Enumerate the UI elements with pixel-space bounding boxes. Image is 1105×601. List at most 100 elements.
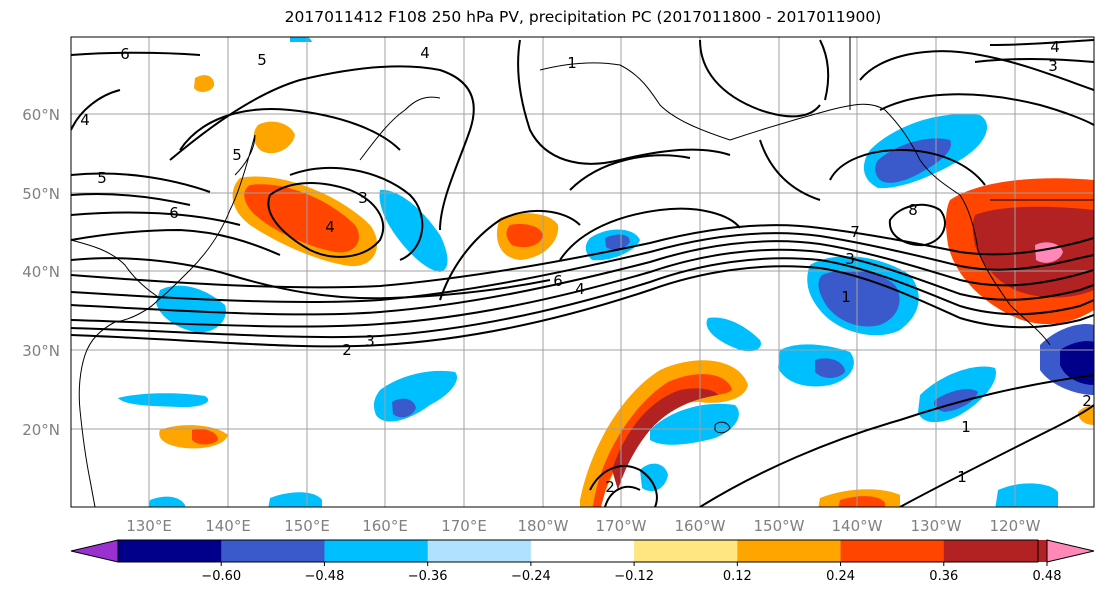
pv-label: 2 [1082,392,1092,410]
pv-contour [569,154,691,191]
pv-label: 1 [567,54,577,72]
pv-contour [71,228,281,256]
pv-label: 8 [908,201,918,219]
kamchatka-coastline [359,96,441,161]
pv-contour [71,211,241,226]
pv-label: 6 [553,272,563,290]
precip-anomaly-negative [379,189,448,272]
lon-label: 170°E [441,517,487,535]
pv-contour [589,465,658,507]
lon-label: 140°E [205,517,251,535]
pv-label: 6 [169,204,179,222]
colorbar-tick-label: 0.36 [929,569,958,584]
precip-anomaly-negative [815,358,845,378]
precip-anomaly-negative [650,403,739,445]
pv-contour [71,193,191,206]
lon-label: 120°W [990,517,1041,535]
lon-label: 150°W [754,517,805,535]
lon-label: 130°W [911,517,962,535]
pv-contour [829,148,986,186]
pv-contour [899,404,1094,507]
colorbar-tick-label: 0.24 [826,569,855,584]
colorbar-frame [117,539,1039,563]
pv-contour [71,240,1094,316]
precip-anomaly-negative [148,496,185,507]
pv-contour [819,39,830,101]
pv-contour [879,93,1094,126]
coastlines [71,37,1094,507]
pv-contour [699,39,821,118]
lon-label: 140°W [832,517,883,535]
pv-contour [517,39,731,165]
precip-anomaly-positive [506,224,543,248]
pv-contour [859,50,1094,91]
pv-label: 2 [605,478,615,496]
precip-anomaly-negative [1060,340,1094,385]
pv-label: 4 [575,280,585,298]
colorbar-segment [221,540,325,562]
pv-label: 1 [957,468,967,486]
lat-label: 50°N [22,185,60,203]
pv-label: 5 [257,51,267,69]
lat-label: 20°N [22,421,60,439]
colorbar-segment [840,540,945,562]
colorbar-segment [118,540,222,562]
pv-contour [559,207,741,261]
precip-anomaly-negative [995,483,1058,507]
colorbar-segment [324,540,429,562]
pv-label: 3 [1048,57,1058,75]
latitude-labels: 60°N 50°N 40°N 30°N 20°N [22,106,60,439]
precip-anomaly-positive [253,121,295,154]
pv-label: 5 [97,169,107,187]
colorbar: −0.60 −0.48 −0.36 −0.24 −0.12 0.12 0.24 0.36 0.4… [70,539,1095,584]
pv-label: 4 [1050,38,1060,56]
map-title: 2017011412 F108 250 hPa PV, precipitatio… [284,8,882,26]
pv-contour [974,58,1094,63]
pv-contour [71,248,1094,328]
precip-anomaly-positive [1078,405,1094,425]
pv-contour [699,374,1094,507]
japan-coastline [157,134,256,301]
pv-contour [989,39,1094,46]
precip-anomaly-positive [838,496,885,507]
colorbar-extend-high [1046,539,1095,563]
pv-contour [71,89,121,131]
hawaii-islands [714,421,731,434]
pv-label: 3 [365,332,375,350]
precip-anomaly-negative [392,398,416,418]
precip-anomaly-negative [268,492,322,507]
pv-contour [71,257,551,300]
pv-label: 4 [420,44,430,62]
pv-contour [71,257,1094,339]
precip-anomaly-negative [290,37,312,42]
lat-label: 60°N [22,106,60,124]
longitude-labels: 130°E 140°E 150°E 160°E 170°E 180°W 170°… [126,517,1040,535]
lat-label: 30°N [22,342,60,360]
pv-contour [888,203,946,247]
colorbar-segment [634,540,738,562]
pv-contour [759,139,821,201]
colorbar-tick-label: −0.24 [511,569,551,584]
precip-anomaly-positive [612,388,718,490]
lon-label: 130°E [126,517,172,535]
precip-anomaly-negative [373,370,458,422]
pv-label: 3 [845,250,855,268]
plot-frame [70,36,1095,508]
precip-anomaly-positive [194,75,215,92]
precip-anomaly-negative [706,317,761,352]
colorbar-tick-label: 0.48 [1033,569,1062,584]
colorbar-tick-label: −0.36 [408,569,448,584]
precip-anomaly-negative [118,393,209,408]
colorbar-tick-label: −0.60 [201,569,241,584]
pv-contour [71,232,1094,304]
pv-label: 4 [325,218,335,236]
pv-contour [439,209,581,301]
lon-label: 160°W [675,517,726,535]
pv-label: 6 [120,45,130,63]
colorbar-segment [530,540,635,562]
pv-contour [169,65,475,231]
pv-contour [179,108,401,151]
colorbar-tick-label: −0.48 [305,569,345,584]
alaska-coastline [539,62,1051,346]
